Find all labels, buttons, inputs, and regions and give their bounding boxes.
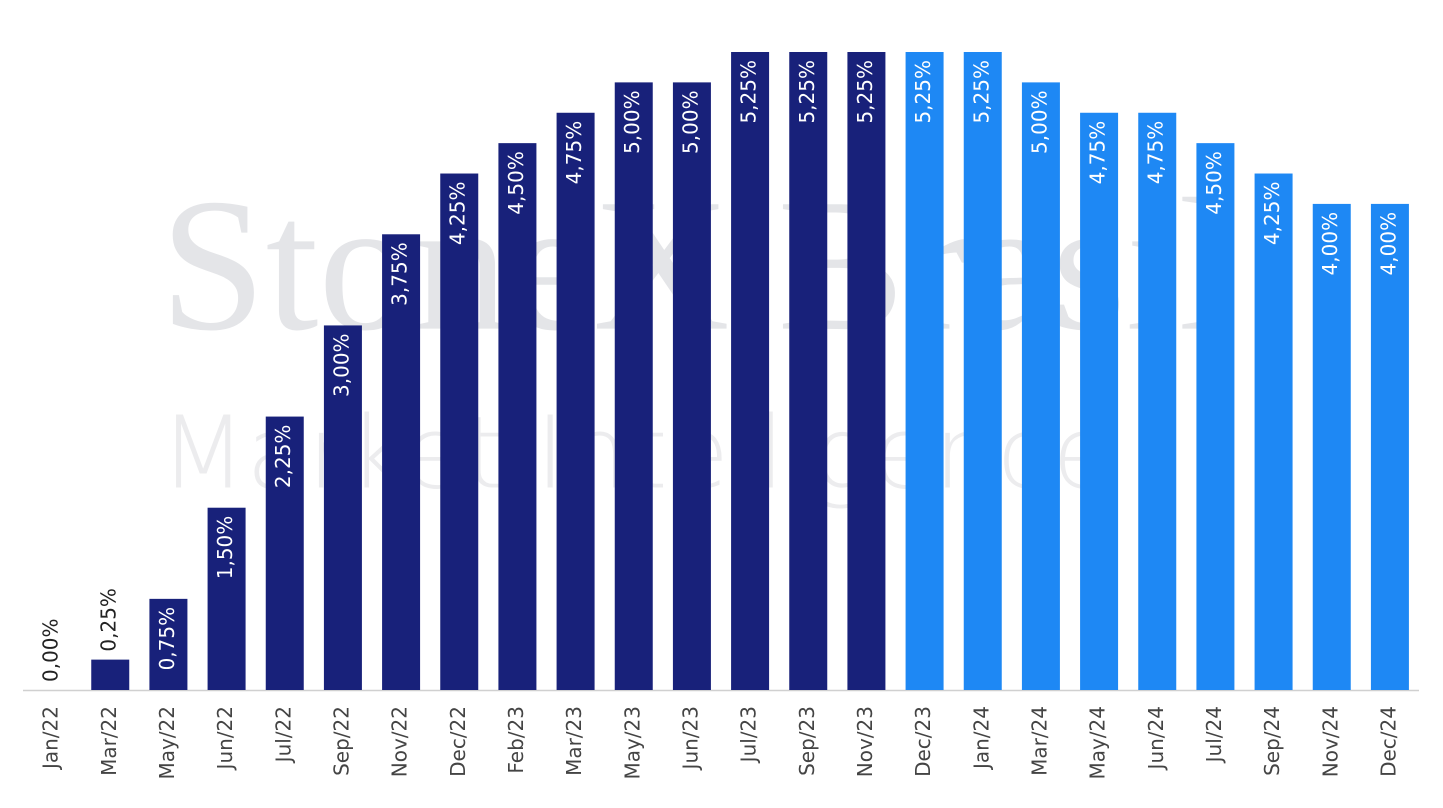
x-tick-label: May/24 (1086, 706, 1110, 780)
bar (556, 112, 595, 690)
data-label: 0,00% (39, 618, 63, 682)
data-label: 5,25% (795, 60, 819, 124)
bar (207, 507, 246, 690)
bar (498, 143, 537, 691)
x-tick-label: Sep/23 (795, 706, 819, 776)
x-tick-label: Dec/23 (911, 706, 935, 777)
x-tick-label: Jul/23 (737, 706, 761, 764)
bar (1370, 203, 1409, 690)
x-tick-label: Jan/22 (39, 706, 63, 771)
x-tick-label: Jul/24 (1202, 706, 1226, 764)
data-label: 0,75% (155, 607, 179, 671)
x-tick-label: Jun/22 (213, 706, 237, 771)
x-tick-label: Feb/23 (504, 706, 528, 774)
data-label: 2,25% (271, 425, 295, 489)
bar (847, 52, 886, 690)
data-label: 5,00% (1027, 90, 1051, 154)
bar (963, 52, 1002, 690)
data-label: 5,00% (620, 90, 644, 154)
x-tick-label: Dec/22 (446, 706, 470, 777)
data-label: 4,00% (1318, 212, 1342, 276)
bar (1138, 112, 1177, 690)
data-label: 4,50% (1202, 151, 1226, 215)
data-label: 5,25% (911, 60, 935, 124)
bar (149, 598, 188, 690)
x-tick-label: Mar/23 (562, 706, 586, 776)
x-tick-label: Jun/24 (1144, 706, 1168, 771)
data-label: 0,25% (97, 588, 121, 652)
x-tick-label: Sep/24 (1260, 706, 1284, 776)
bar (1021, 82, 1060, 690)
data-label: 4,75% (562, 121, 586, 185)
bar (731, 52, 770, 690)
bar (440, 173, 479, 690)
x-tick-label: May/22 (155, 706, 179, 780)
bar (672, 82, 711, 690)
bar (91, 659, 130, 690)
x-tick-label: Nov/22 (388, 706, 412, 777)
bar (614, 82, 653, 690)
data-label: 4,50% (504, 151, 528, 215)
bar (905, 52, 944, 690)
x-tick-label: Jun/23 (678, 706, 702, 771)
data-label: 4,00% (1376, 212, 1400, 276)
bar (1196, 143, 1235, 691)
x-tick-label: Nov/24 (1318, 706, 1342, 777)
bar (382, 234, 421, 691)
x-tick-label: Dec/24 (1376, 706, 1400, 777)
data-label: 5,25% (969, 60, 993, 124)
x-tick-label: Sep/22 (329, 706, 353, 776)
bar (789, 52, 828, 690)
x-tick-label: Nov/23 (853, 706, 877, 777)
x-tick-label: Mar/24 (1027, 706, 1051, 776)
bar (1080, 112, 1119, 690)
x-tick-label: Mar/22 (97, 706, 121, 776)
x-tick-label: Jan/24 (969, 706, 993, 771)
data-label: 3,75% (388, 242, 412, 306)
bar (1254, 173, 1293, 690)
data-label: 5,25% (737, 60, 761, 124)
data-label: 4,25% (446, 182, 470, 246)
bar (1312, 203, 1351, 690)
data-label: 3,00% (329, 333, 353, 397)
data-label: 4,75% (1144, 121, 1168, 185)
x-tick-label: May/23 (620, 706, 644, 780)
bar (323, 325, 362, 690)
data-label: 5,25% (853, 60, 877, 124)
data-label: 5,00% (678, 90, 702, 154)
x-tick-label: Jul/22 (271, 706, 295, 764)
data-label: 4,25% (1260, 182, 1284, 246)
data-label: 4,75% (1086, 121, 1110, 185)
bar (265, 416, 304, 690)
data-label: 1,50% (213, 516, 237, 580)
